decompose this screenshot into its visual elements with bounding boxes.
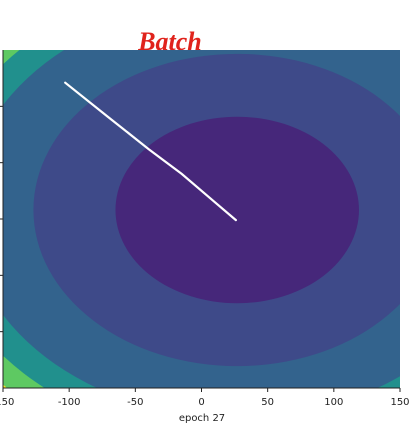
x-tick-label: -100 — [58, 397, 81, 408]
descent-path — [64, 81, 237, 222]
x-tick-label: 0 — [198, 397, 204, 408]
x-axis-label: epoch 27 — [179, 413, 225, 424]
x-tick-label: 50 — [261, 397, 274, 408]
x-tick-label: -50 — [127, 397, 143, 408]
x-tick-label: 100 — [324, 397, 343, 408]
x-tick-label: 150 — [390, 397, 409, 408]
x-tick-label: -150 — [0, 397, 14, 408]
contour-level — [115, 116, 359, 304]
